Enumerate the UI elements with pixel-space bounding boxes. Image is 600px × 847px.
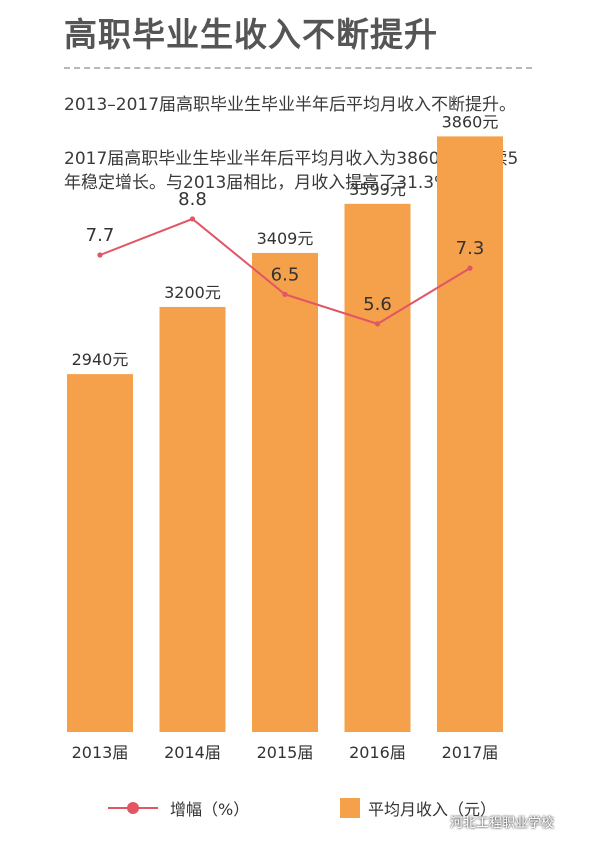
wechat-icon [432, 815, 446, 828]
legend-growth-label: 增幅（%） [170, 800, 250, 819]
legend-line-swatch-icon [108, 802, 158, 814]
income-bar [252, 252, 318, 733]
x-tick-label: 2015届 [257, 743, 314, 762]
growth-point [97, 252, 103, 258]
watermark-text: 河北工程职业学校 [450, 816, 555, 831]
legend-growth: 增幅（%） [108, 796, 249, 820]
legend-bar-swatch-icon [340, 798, 360, 818]
income-bar-label: 2940元 [72, 350, 129, 369]
income-bar-label: 3599元 [349, 180, 406, 199]
growth-point-label: 6.5 [271, 264, 300, 285]
growth-point-label: 7.3 [456, 238, 485, 259]
growth-point [374, 321, 381, 327]
growth-point-label: 5.6 [363, 294, 392, 315]
income-bar [437, 136, 503, 732]
intro-paragraph-2: 2017届高职毕业生毕业半年后平均月收入为3860元，连续5年稳定增长。与201… [64, 149, 519, 193]
x-tick-label: 2014届 [164, 743, 221, 762]
legend-income: 平均月收入（元） [340, 796, 496, 820]
growth-line-layer: 7.7 8.8 6.5 5.6 7.3 [86, 189, 485, 327]
income-bar-label: 3860元 [442, 112, 499, 131]
income-bar-label: 3200元 [164, 283, 221, 302]
x-tick-label: 2016届 [349, 743, 406, 762]
intro-paragraph-1: 2013–2017届高职毕业生毕业半年后平均月收入不断提升。 [64, 95, 517, 115]
growth-point [282, 291, 288, 297]
income-bar-label: 3409元 [257, 229, 314, 248]
growth-point-label: 8.8 [178, 189, 207, 210]
income-bar [159, 306, 226, 732]
x-axis-labels: 2013届 2014届 2015届 2016届 2017届 [72, 743, 499, 762]
income-bar [67, 374, 133, 732]
watermark: 河北工程职业学校 [432, 812, 554, 831]
growth-point [467, 265, 473, 271]
growth-point [189, 216, 196, 222]
title-divider [64, 67, 532, 69]
growth-point-label: 7.7 [86, 225, 115, 246]
page-title: 高职毕业生收入不断提升 [64, 15, 438, 54]
x-tick-label: 2017届 [442, 743, 499, 762]
legend-income-label: 平均月收入（元） [368, 800, 497, 819]
x-tick-label: 2013届 [72, 743, 129, 762]
bars-layer: 2940元 3200元 3409元 3599元 3860元 [67, 112, 503, 733]
income-bar [344, 203, 411, 733]
